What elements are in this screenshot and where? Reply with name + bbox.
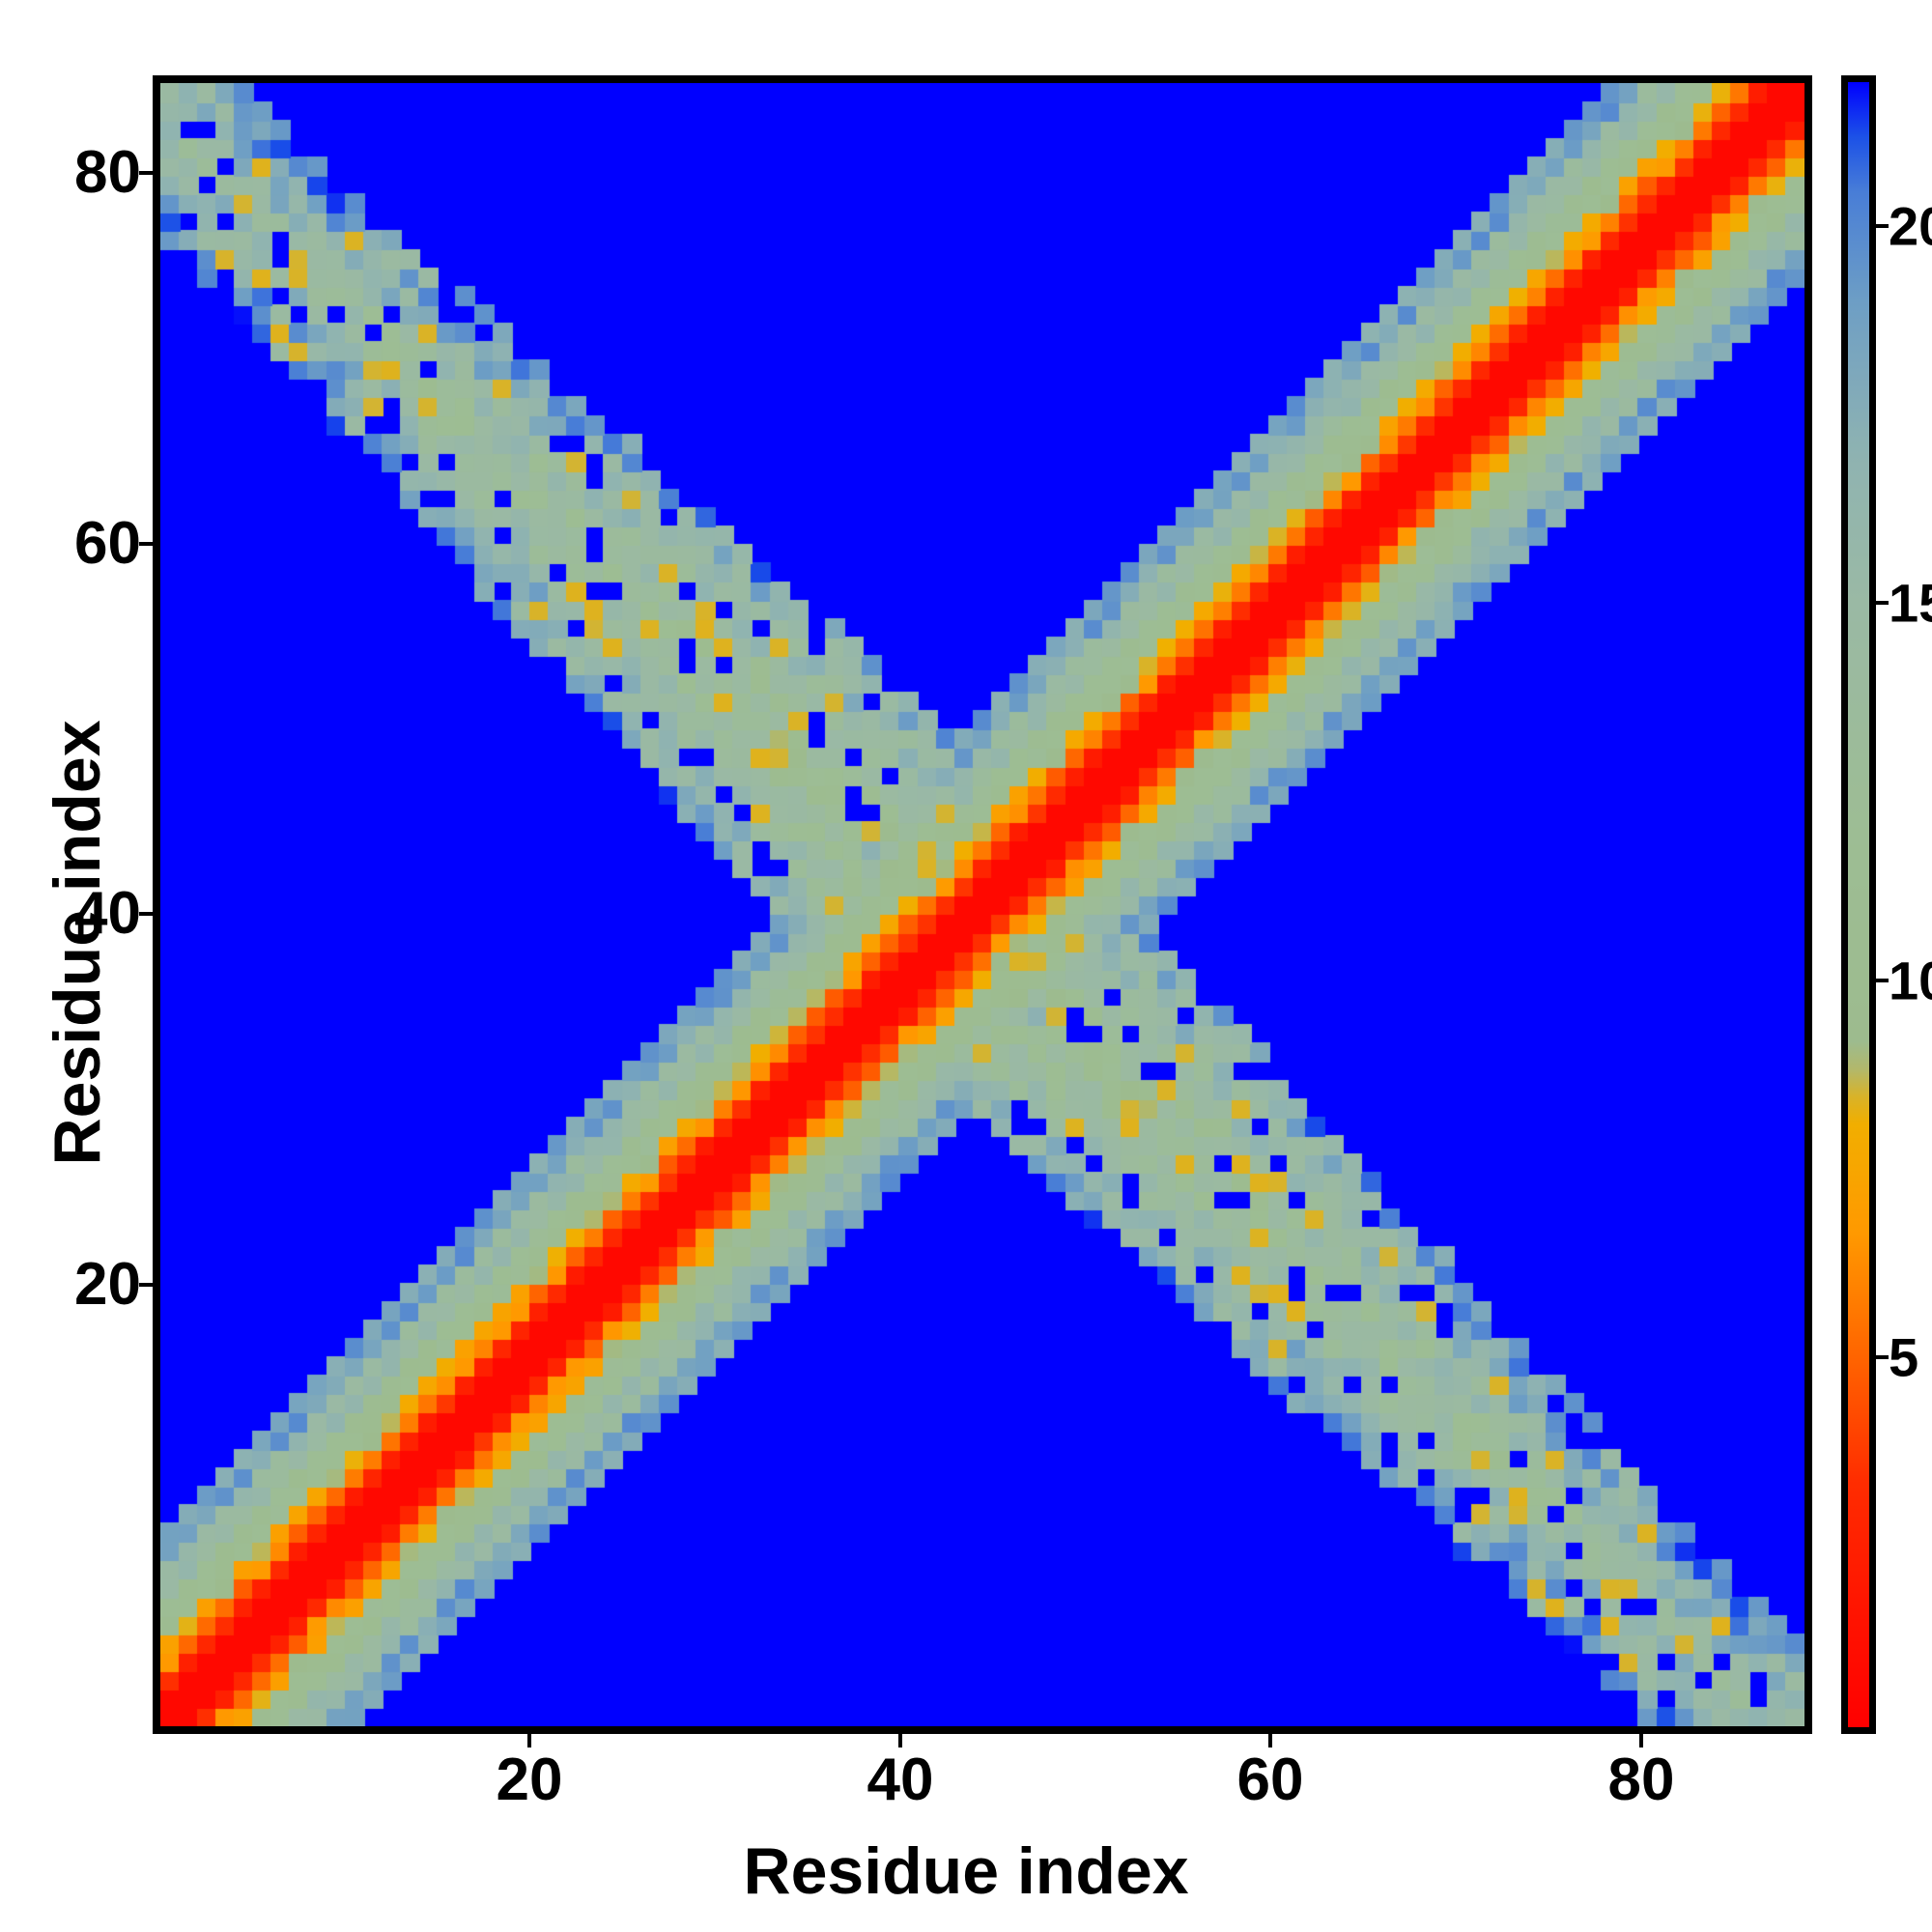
y-axis-title-wrapper: Residue index bbox=[40, 460, 115, 1426]
y-tick-label-60: 60 bbox=[74, 510, 141, 577]
y-axis-title: Residue index bbox=[41, 720, 114, 1166]
y-tick-mark-80 bbox=[139, 171, 153, 175]
x-tick-label-40: 40 bbox=[867, 1747, 934, 1813]
y-tick-mark-60 bbox=[139, 542, 153, 546]
colorbar-tick-label-5: 5 bbox=[1889, 1326, 1919, 1388]
y-tick-label-20: 20 bbox=[74, 1251, 141, 1318]
x-tick-mark-20 bbox=[527, 1734, 531, 1747]
x-tick-mark-80 bbox=[1639, 1734, 1643, 1747]
y-tick-mark-20 bbox=[139, 1283, 153, 1287]
y-tick-label-40: 40 bbox=[74, 880, 141, 947]
colorbar-tick-label-20: 20 bbox=[1889, 195, 1932, 257]
colorbar-tick-mark-20 bbox=[1876, 224, 1889, 229]
colorbar-tick-label-10: 10 bbox=[1889, 950, 1932, 1011]
colorbar-tick-mark-10 bbox=[1876, 978, 1889, 982]
colorbar-tick-mark-5 bbox=[1876, 1354, 1889, 1359]
x-tick-label-20: 20 bbox=[496, 1747, 563, 1813]
colorbar bbox=[1841, 75, 1876, 1734]
x-tick-mark-40 bbox=[898, 1734, 902, 1747]
y-tick-mark-40 bbox=[139, 912, 153, 916]
x-tick-label-60: 60 bbox=[1236, 1747, 1304, 1813]
heatmap-canvas bbox=[160, 83, 1804, 1726]
colorbar-gradient bbox=[1848, 82, 1869, 1727]
colorbar-tick-mark-15 bbox=[1876, 601, 1889, 606]
colorbar-tick-label-15: 15 bbox=[1889, 572, 1932, 634]
x-axis-title: Residue index bbox=[743, 1834, 1189, 1908]
heatmap-plot-area bbox=[153, 75, 1812, 1734]
y-tick-label-80: 80 bbox=[74, 139, 141, 206]
x-tick-label-80: 80 bbox=[1607, 1747, 1675, 1813]
x-tick-mark-60 bbox=[1268, 1734, 1272, 1747]
